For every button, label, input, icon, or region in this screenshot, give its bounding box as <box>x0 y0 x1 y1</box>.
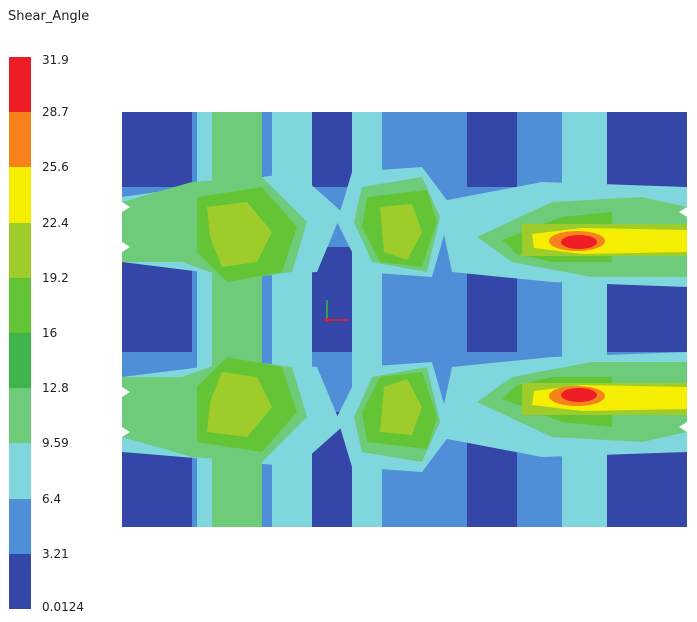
legend-swatch <box>9 277 31 333</box>
contour-plot <box>122 112 687 527</box>
legend-swatch <box>9 222 31 278</box>
legend-tick-label: 25.6 <box>42 160 69 175</box>
legend-swatch <box>9 167 31 223</box>
legend-title: Shear_Angle <box>8 9 90 24</box>
legend-swatch <box>9 57 31 113</box>
coordinate-axes-icon <box>325 300 348 322</box>
legend-swatch <box>9 388 31 444</box>
band-31-9 <box>561 235 597 402</box>
legend-swatch <box>9 498 31 554</box>
legend-tick-label: 19.2 <box>42 270 69 285</box>
legend-swatch <box>9 333 31 389</box>
legend-tick-label: 22.4 <box>42 215 69 230</box>
mesh-edge-notches <box>122 202 687 437</box>
legend-tick-label: 6.4 <box>42 491 62 506</box>
legend-tick-label: 9.59 <box>42 436 69 451</box>
legend-tick-label: 0.0124 <box>42 600 84 614</box>
legend-swatch <box>9 553 31 609</box>
color-legend-bar <box>9 57 31 609</box>
legend-tick-label: 31.9 <box>42 53 69 67</box>
legend-swatch <box>9 112 31 168</box>
legend-tick-label: 28.7 <box>42 105 69 120</box>
legend-tick-label: 12.8 <box>42 381 69 396</box>
legend-swatch <box>9 443 31 499</box>
legend-tick-label: 16 <box>42 326 58 340</box>
legend-tick-label: 3.21 <box>42 546 69 561</box>
